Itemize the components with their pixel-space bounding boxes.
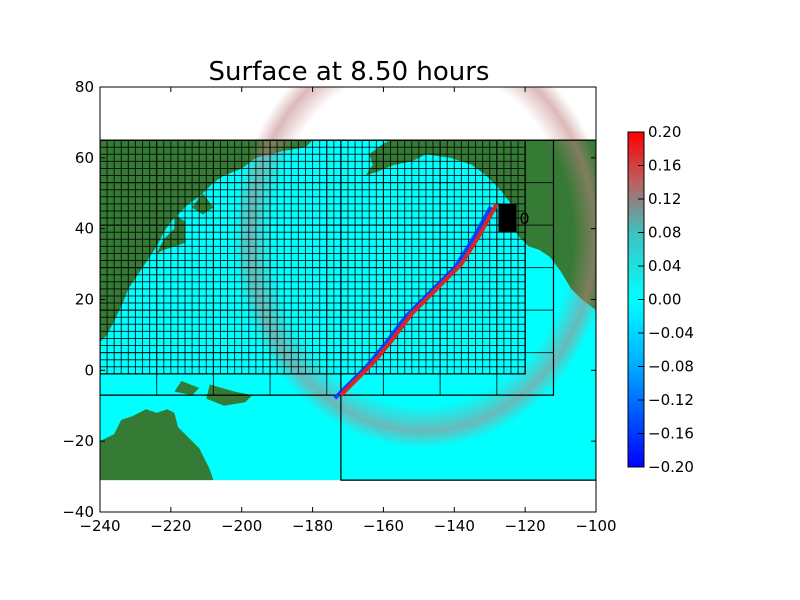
colorbar-tick-label: −0.08 <box>648 358 694 376</box>
y-tick-label: −40 <box>62 503 94 521</box>
colorbar-tick-label: −0.20 <box>648 458 694 476</box>
y-axis: −40 −20 0 20 40 60 80 <box>62 78 596 521</box>
x-tick-label: −160 <box>363 517 404 535</box>
colorbar-tick-label: 0.00 <box>648 291 681 309</box>
x-tick-label: −140 <box>434 517 475 535</box>
land-polygon <box>100 140 313 342</box>
land-polygon <box>174 380 200 396</box>
gauge-marker: 0 <box>498 204 530 233</box>
colorbar-tick-label: −0.16 <box>648 425 694 443</box>
colorbar-tick-label: 0.16 <box>648 157 681 175</box>
y-tick-label: 0 <box>84 361 94 379</box>
colorbar-tick-label: −0.12 <box>648 391 694 409</box>
x-tick-label: −100 <box>575 517 616 535</box>
amr-grid-patches <box>100 139 596 481</box>
x-tick-label: −240 <box>79 517 120 535</box>
x-tick-label: −180 <box>292 517 333 535</box>
colorbar-tick-label: 0.12 <box>648 190 681 208</box>
x-tick-label: −200 <box>221 517 262 535</box>
x-axis: −240 −220 −200 −180 −160 −140 −120 −100 <box>79 87 617 535</box>
gauge-label: 0 <box>519 209 529 228</box>
y-tick-label: 40 <box>75 220 94 238</box>
y-tick-label: 60 <box>75 149 94 167</box>
y-tick-label: 20 <box>75 291 94 309</box>
gauge-box <box>498 204 517 233</box>
y-tick-label: 80 <box>75 78 94 96</box>
y-tick-label: −20 <box>62 432 94 450</box>
colorbar-tick-label: 0.04 <box>648 257 681 275</box>
x-tick-label: −220 <box>150 517 191 535</box>
colorbar-tick-label: −0.04 <box>648 324 694 342</box>
wavefront <box>333 202 499 400</box>
plot-area: 0 <box>100 87 596 481</box>
wavefront-crest <box>339 202 499 397</box>
colorbar-tick-label: 0.08 <box>648 224 681 242</box>
colorbar-ticks: 0.20 0.16 0.12 0.08 0.04 0.00 −0.04 −0.08 −0.12 −… <box>638 123 694 476</box>
colorbar-tick-label: 0.20 <box>648 123 681 141</box>
grid-patch <box>100 139 555 396</box>
wavefront-trough <box>333 205 493 400</box>
chart-title: Surface at 8.50 hours <box>209 57 490 87</box>
land-polygon <box>100 409 214 481</box>
x-tick-label: −120 <box>505 517 546 535</box>
